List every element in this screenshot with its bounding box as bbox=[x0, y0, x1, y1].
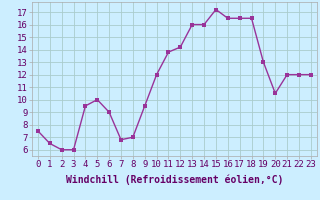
X-axis label: Windchill (Refroidissement éolien,°C): Windchill (Refroidissement éolien,°C) bbox=[66, 175, 283, 185]
